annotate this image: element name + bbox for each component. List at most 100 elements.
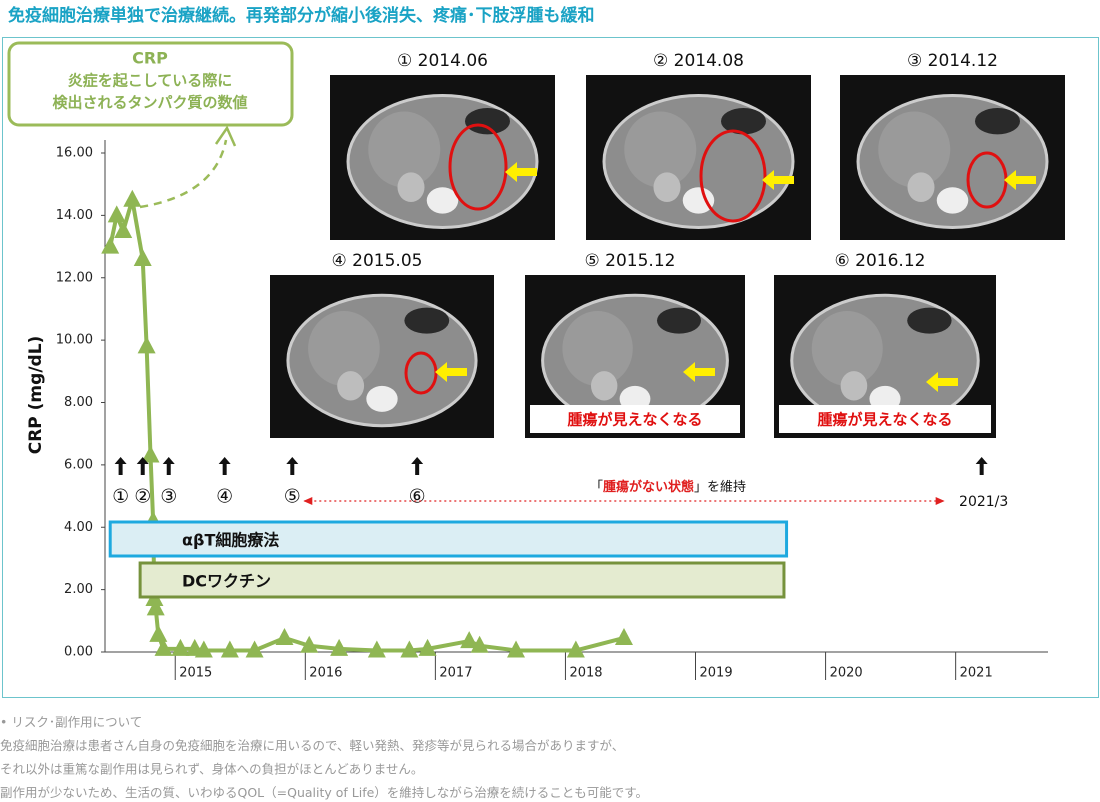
crp-point (566, 640, 585, 658)
crp-point (418, 638, 437, 656)
ct-vertebra (936, 187, 969, 214)
ct-note: 腫瘍が見えなくなる (567, 411, 702, 429)
crp-point (149, 624, 168, 642)
crp-point (171, 638, 190, 656)
x-tick-label: 2019 (700, 666, 733, 681)
x-tick-label: 2018 (569, 666, 602, 681)
ct-kidney (907, 172, 935, 203)
therapy-label: DCワクチン (182, 572, 271, 591)
ct-note-box (530, 405, 740, 433)
tumor-circle (404, 351, 438, 395)
y-tick-label: 12.00 (56, 270, 93, 285)
yellow-arrow (683, 362, 715, 382)
ct-kidney (653, 172, 681, 203)
ct-kidney (840, 371, 868, 401)
crp-point (146, 598, 165, 616)
ct-organ (811, 311, 883, 386)
x-tick-label: 2021 (960, 666, 993, 681)
callout-arrow (139, 139, 228, 209)
ct-label: ① 2014.06 (397, 51, 488, 71)
maintain-head-left (303, 497, 313, 505)
crp-point (154, 638, 173, 656)
maintain-text-part: 「 (590, 480, 603, 495)
ct-label: ③ 2014.12 (907, 51, 998, 71)
crp-point (300, 635, 319, 653)
event-label: ② (134, 486, 151, 508)
ct-gas (404, 307, 450, 334)
yellow-arrow (505, 162, 537, 182)
event-pin (218, 457, 231, 475)
x-tick-label: 2016 (309, 666, 342, 681)
ct-gas (465, 108, 510, 135)
event-label: ⑤ (284, 486, 301, 508)
crp-point (614, 627, 633, 645)
ct-label: ⑥ 2016.12 (835, 251, 926, 271)
event-pin (114, 457, 127, 475)
ct-organ (562, 311, 633, 386)
event-label: ① (112, 486, 129, 508)
y-tick-label: 6.00 (64, 457, 93, 472)
maintain-text-part: 腫瘍がない状態 (603, 479, 694, 495)
callout-text: 炎症を起こしている際に (68, 72, 233, 90)
ct-gas (975, 108, 1020, 135)
event-label: ④ (216, 486, 233, 508)
crp-point (275, 627, 294, 645)
y-tick-label: 0.00 (64, 645, 93, 660)
event-pin (136, 457, 149, 475)
ct-organ (624, 111, 697, 188)
chart-title: 免疫細胞治療単独で治療継続。再発部分が縮小後消失、疼痛･下肢浮腫も緩和 (8, 5, 595, 26)
ct-gas (907, 307, 952, 334)
crp-point (470, 635, 489, 653)
ct-scan (330, 75, 555, 240)
crp-point (133, 249, 152, 267)
y-axis-title: CRP (mg/dL) (26, 336, 46, 455)
callout-text: CRP (132, 49, 168, 68)
maintain-text-part: 」を維持 (694, 480, 746, 495)
callout-text: 検出されるタンパク質の数値 (52, 94, 247, 112)
crp-point (220, 640, 239, 658)
crp-point (330, 638, 349, 656)
therapy-bar (138, 561, 786, 599)
event-label: ⑥ (409, 486, 426, 508)
therapy-label: αβT細胞療法 (182, 531, 279, 550)
crp-point (123, 189, 142, 207)
event-pin (286, 457, 299, 475)
crp-point (114, 220, 133, 238)
ct-scan (840, 75, 1065, 240)
y-tick-label: 16.00 (56, 146, 93, 161)
footer-note: 副作用が少ないため、生活の質、いわゆるQOL（=Quality of Life）… (0, 785, 648, 800)
ct-label: ④ 2015.05 (332, 251, 423, 271)
ct-organ (368, 111, 441, 188)
event-label: 2021/3 (959, 494, 1008, 510)
crp-point (245, 640, 264, 658)
ct-vertebra (426, 187, 459, 214)
x-tick-label: 2020 (830, 666, 863, 681)
yellow-arrow (1004, 170, 1036, 190)
event-pin (975, 457, 988, 475)
ct-kidney (397, 172, 425, 203)
ct-label: ⑤ 2015.12 (585, 251, 676, 271)
yellow-arrow (926, 372, 958, 392)
event-pin (411, 457, 424, 475)
yellow-arrow (435, 362, 467, 382)
callout-arrow-head (214, 125, 237, 147)
ct-kidney (337, 371, 365, 401)
crp-point (141, 445, 160, 463)
crp-point (194, 640, 213, 658)
event-pin (162, 457, 175, 475)
footer-note: 免疫細胞治療は患者さん自身の免疫細胞を治療に用いるので、軽い発熱、発疹等が見られ… (0, 738, 624, 753)
y-tick-label: 10.00 (56, 333, 93, 348)
crp-point (367, 640, 386, 658)
ct-gas (721, 108, 766, 135)
maintain-text: 「腫瘍がない状態」を維持 (590, 479, 746, 495)
footer-note: それ以外は重篤な副作用は見られず、身体への負担がほとんどありません。 (0, 762, 423, 777)
ct-note-box (779, 405, 991, 433)
y-tick-label: 14.00 (56, 208, 93, 223)
maintain-head-right (935, 497, 945, 505)
ct-kidney (591, 371, 618, 401)
y-tick-label: 8.00 (64, 395, 93, 410)
y-tick-label: 2.00 (64, 582, 93, 597)
crp-point (460, 631, 479, 649)
